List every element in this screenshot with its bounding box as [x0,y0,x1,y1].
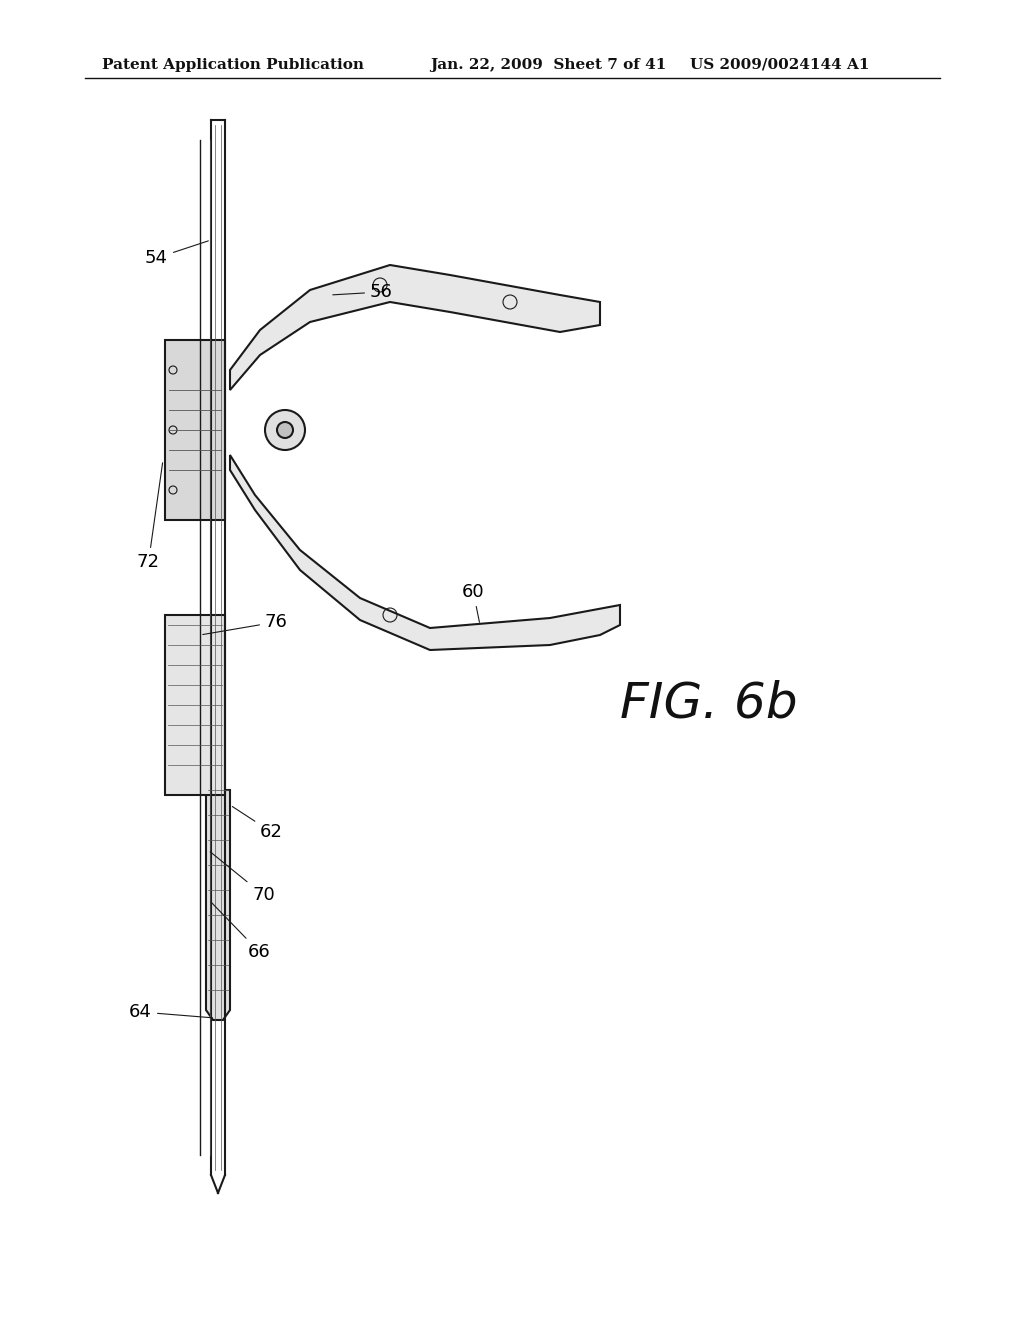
Text: 64: 64 [129,1003,212,1020]
Text: 70: 70 [210,851,274,904]
Text: FIG. 6b: FIG. 6b [620,680,798,729]
Polygon shape [230,265,600,389]
Text: Patent Application Publication: Patent Application Publication [102,58,364,73]
Text: 72: 72 [137,463,163,572]
Text: 54: 54 [145,240,208,267]
Text: 62: 62 [232,807,283,841]
Bar [165,615,225,795]
Text: Jan. 22, 2009  Sheet 7 of 41: Jan. 22, 2009 Sheet 7 of 41 [430,58,667,73]
Polygon shape [206,789,230,1020]
Text: 66: 66 [211,902,270,961]
Text: 56: 56 [333,282,393,301]
Polygon shape [230,455,620,649]
Text: US 2009/0024144 A1: US 2009/0024144 A1 [690,58,869,73]
Text: 60: 60 [462,583,484,622]
Circle shape [265,411,305,450]
FancyBboxPatch shape [165,341,225,520]
Circle shape [278,422,293,438]
Text: 76: 76 [203,612,288,635]
